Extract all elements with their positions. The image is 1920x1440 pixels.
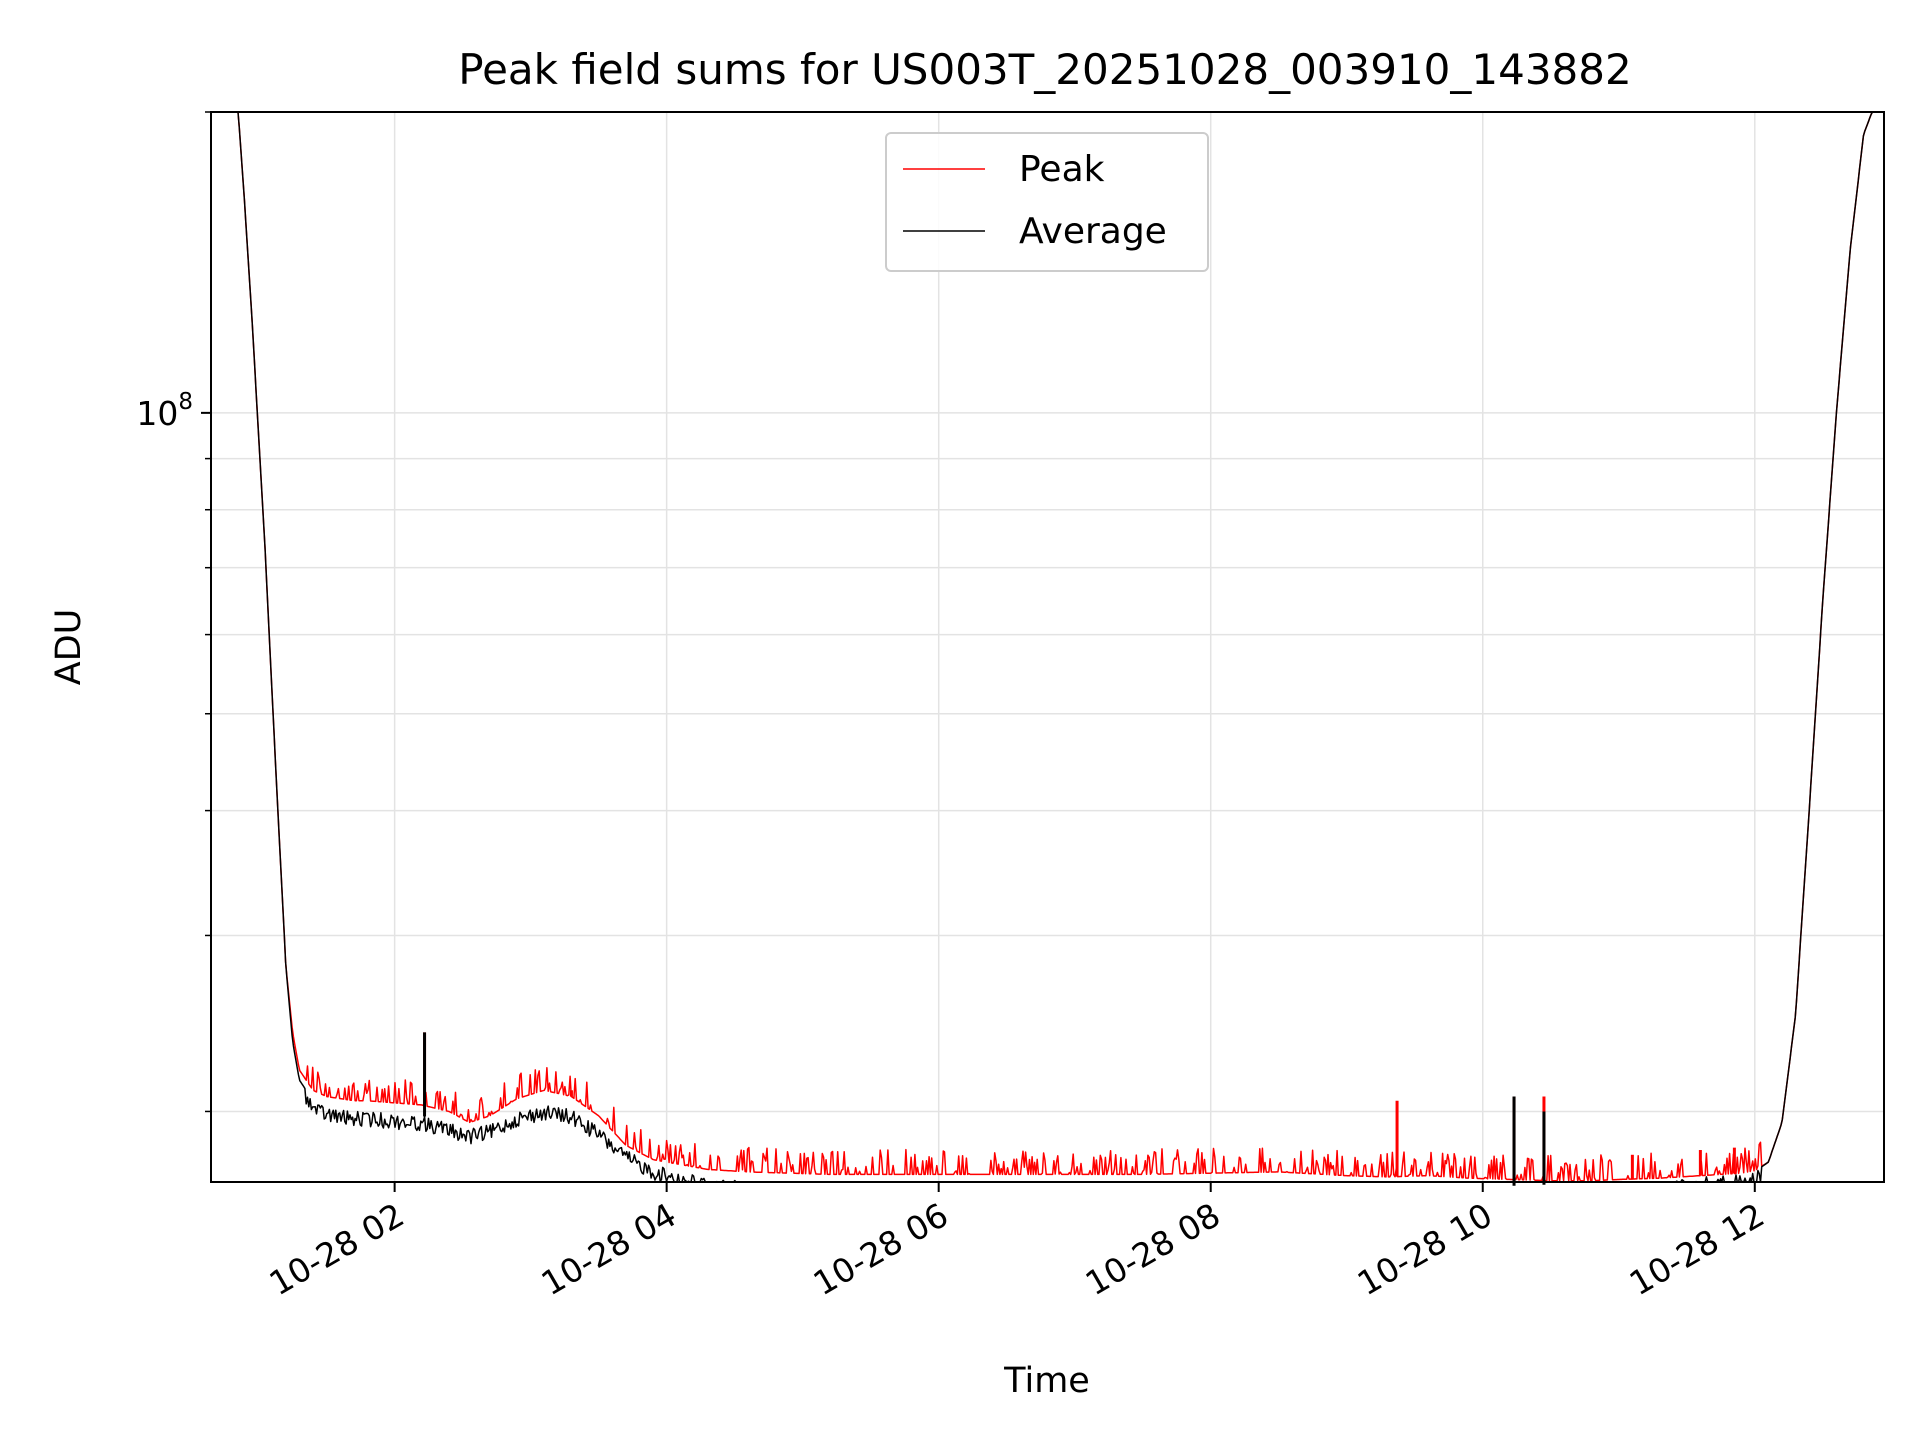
legend-label-average: Average	[1019, 211, 1167, 252]
chart-title: Peak field sums for US003T_20251028_0039…	[458, 45, 1631, 94]
y-axis-label: ADU	[49, 609, 89, 686]
grid	[211, 111, 1884, 1182]
plot-frame	[210, 111, 1885, 1183]
series-line-peak	[211, 111, 1884, 1182]
y-tick-label: 108	[136, 389, 193, 433]
legend: Peak Average	[885, 132, 1209, 272]
x-axis-label: Time	[1003, 1361, 1090, 1401]
legend-box	[885, 132, 1209, 272]
legend-label-peak: Peak	[1019, 149, 1105, 190]
